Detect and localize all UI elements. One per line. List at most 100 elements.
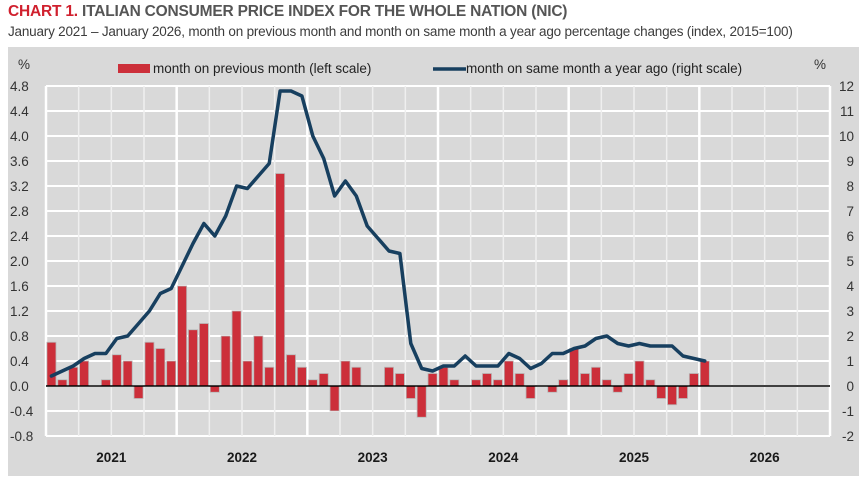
- bar-mom: [46, 341, 57, 387]
- chart-number: CHART 1.: [8, 3, 78, 20]
- bar-mom: [57, 379, 68, 387]
- chart-subtitle: January 2021 – January 2026, month on pr…: [8, 24, 793, 39]
- bar-mom: [79, 360, 90, 387]
- chart-panel: 4.8 4.4 4.0 3.6 3.2 2.8 2.4 2.0 1.6 1.2 0.8 0.4 0.0 -…: [8, 47, 859, 476]
- bar-mom: [68, 366, 79, 387]
- bar-mom: [427, 373, 438, 387]
- bar-mom: [329, 385, 340, 412]
- right-tick-label: 11: [840, 104, 854, 119]
- bar-mom: [307, 379, 318, 387]
- right-tick-label: 4: [846, 279, 854, 294]
- left-tick-label: 0.4: [10, 354, 29, 369]
- bar-mom: [122, 360, 133, 387]
- left-tick-label: 1.6: [10, 279, 29, 294]
- right-tick-label: -1: [842, 404, 854, 419]
- left-tick-label: 0.8: [10, 329, 29, 344]
- right-tick-label: -2: [842, 429, 854, 444]
- bar-mom: [482, 373, 492, 387]
- right-tick-label: 7: [846, 204, 854, 219]
- right-tick-label: 6: [846, 229, 854, 244]
- bar-mom: [503, 360, 514, 387]
- x-tick-label: 2022: [227, 450, 257, 465]
- chart-title: CHART 1. ITALIAN CONSUMER PRICE INDEX FO…: [8, 3, 567, 21]
- bar-mom: [264, 366, 275, 387]
- left-axis-unit: %: [18, 57, 30, 72]
- line-series: [49, 89, 707, 378]
- bar-mom: [253, 335, 264, 387]
- right-tick-label: 1: [846, 354, 854, 369]
- bar-mom: [188, 329, 198, 387]
- right-tick-label: 12: [839, 79, 854, 94]
- left-tick-label: 4.0: [10, 129, 29, 144]
- x-tick-label: 2024: [488, 450, 519, 465]
- left-axis: 4.8 4.4 4.0 3.6 3.2 2.8 2.4 2.0 1.6 1.2 0.8 0.4 0.0 -…: [10, 79, 34, 444]
- bar-mom: [318, 373, 329, 387]
- x-tick-label: 2025: [619, 450, 650, 465]
- bar-mom: [416, 385, 427, 418]
- bar-mom: [296, 366, 307, 387]
- bar-mom: [340, 360, 351, 387]
- bar-mom: [601, 379, 612, 387]
- bar-mom: [100, 379, 111, 387]
- bar-mom: [198, 323, 209, 387]
- left-tick-label: 0.0: [10, 379, 29, 394]
- bar-mom: [405, 385, 416, 399]
- legend-bar-label: month on previous month (left scale): [153, 61, 371, 76]
- right-tick-label: 3: [846, 304, 854, 319]
- bar-mom: [209, 385, 220, 393]
- left-tick-label: 2.0: [10, 254, 29, 269]
- bar-mom: [492, 379, 503, 387]
- chart-svg: 4.8 4.4 4.0 3.6 3.2 2.8 2.4 2.0 1.6 1.2 0.8 0.4 0.0 -…: [10, 57, 855, 465]
- left-tick-label: 4.8: [10, 79, 29, 94]
- bar-mom: [286, 354, 296, 387]
- bar-mom: [438, 366, 449, 387]
- bar-mom: [590, 366, 601, 387]
- bar-mom: [547, 385, 558, 393]
- bar-mom: [220, 335, 231, 387]
- bar-mom: [111, 354, 122, 387]
- right-tick-label: 2: [846, 329, 854, 344]
- bar-mom: [166, 360, 177, 387]
- bar-mom: [133, 385, 144, 399]
- line-yoy: [49, 89, 707, 378]
- left-tick-label: 3.6: [10, 154, 29, 169]
- x-axis: 2021 2022 2023 2024 2025 2026: [96, 450, 780, 465]
- right-tick-label: 8: [846, 179, 854, 194]
- bar-mom: [569, 348, 580, 387]
- bar-mom: [471, 379, 482, 387]
- legend: month on previous month (left scale) mon…: [118, 61, 742, 76]
- bar-mom: [231, 310, 242, 387]
- bar-mom: [525, 385, 536, 399]
- right-tick-label: 9: [846, 154, 854, 169]
- bar-mom: [634, 360, 645, 387]
- legend-line-label: month on same month a year ago (right sc…: [466, 61, 742, 76]
- bar-mom: [612, 385, 623, 393]
- bar-mom: [699, 360, 710, 387]
- bar-mom: [558, 379, 569, 387]
- right-tick-label: 0: [846, 379, 854, 394]
- left-tick-label: 4.4: [10, 104, 29, 119]
- bar-mom: [177, 285, 188, 387]
- x-tick-label: 2026: [750, 450, 781, 465]
- chart-title-text: ITALIAN CONSUMER PRICE INDEX FOR THE WHO…: [82, 3, 568, 20]
- right-axis-unit: %: [814, 57, 826, 72]
- x-tick-label: 2021: [96, 450, 127, 465]
- legend-bar-swatch: [118, 64, 150, 73]
- bar-mom: [623, 373, 634, 387]
- bar-mom: [656, 385, 667, 399]
- bar-mom: [688, 373, 699, 387]
- left-tick-label: 2.8: [10, 204, 29, 219]
- right-tick-label: 5: [846, 254, 854, 269]
- left-tick-label: -0.4: [10, 404, 34, 419]
- x-tick-label: 2023: [358, 450, 389, 465]
- bar-mom: [155, 348, 166, 387]
- left-tick-label: 3.2: [10, 179, 29, 194]
- bar-mom: [449, 379, 460, 387]
- bar-mom: [351, 366, 362, 387]
- left-tick-label: -0.8: [10, 429, 33, 444]
- bar-mom: [242, 360, 253, 387]
- bar-mom: [144, 341, 155, 387]
- left-tick-label: 1.2: [10, 304, 29, 319]
- bar-mom: [514, 373, 525, 387]
